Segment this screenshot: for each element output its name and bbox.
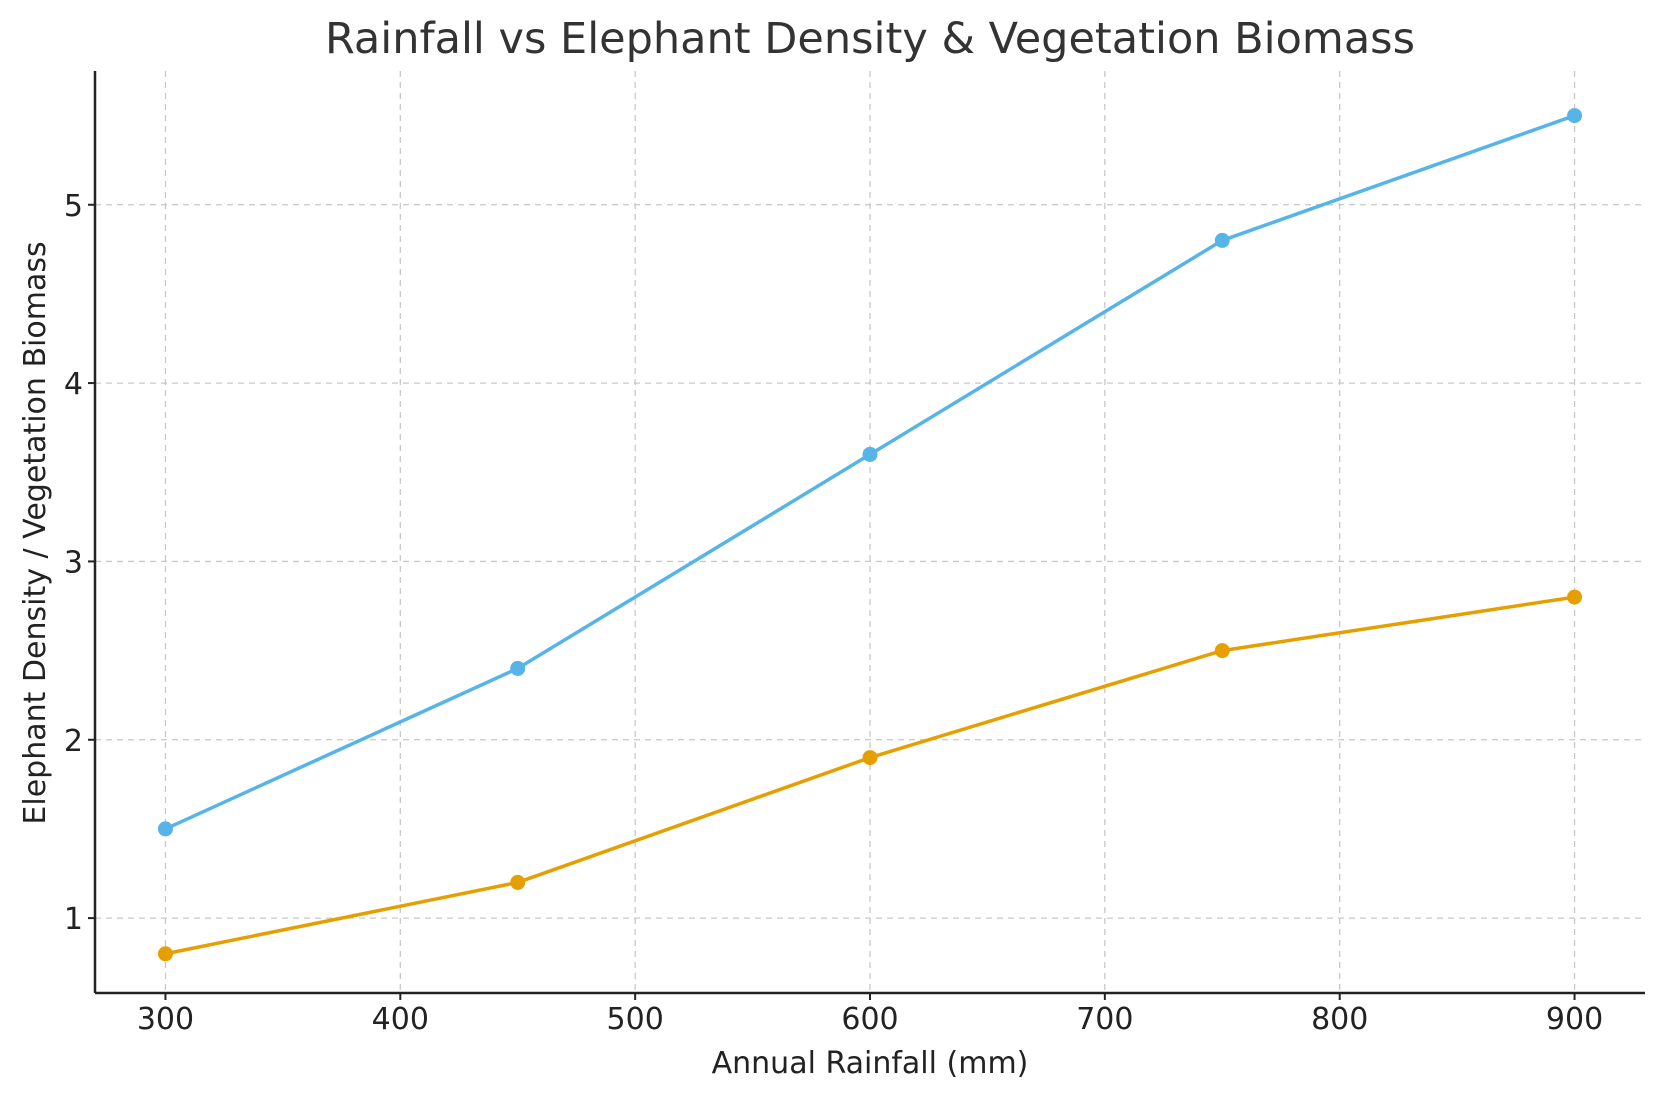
y-axis-label: Elephant Density / Vegetation Biomass (18, 241, 53, 824)
data-point (157, 821, 173, 837)
x-tick-label: 600 (841, 1002, 898, 1037)
chart-title: Rainfall vs Elephant Density & Vegetatio… (325, 14, 1415, 64)
y-tick-label: 3 (64, 545, 83, 580)
grid (95, 71, 1645, 993)
data-point (1567, 108, 1583, 124)
data-point (862, 446, 878, 462)
data-point (510, 874, 526, 890)
series (157, 108, 1583, 962)
tick-labels: 300 400 500 600 700 800 900 1 2 3 4 5 (64, 189, 1603, 1037)
data-point (1214, 232, 1230, 248)
axes (88, 71, 1645, 1000)
data-point (510, 660, 526, 676)
data-point (1214, 643, 1230, 659)
y-tick-label: 2 (64, 724, 83, 759)
series-1 (157, 108, 1583, 837)
x-tick-label: 700 (1076, 1002, 1133, 1037)
series-2 (157, 589, 1583, 962)
x-tick-label: 800 (1311, 1002, 1368, 1037)
y-tick-label: 4 (64, 367, 83, 402)
y-tick-label: 5 (64, 189, 83, 224)
data-point (1567, 589, 1583, 605)
data-point (157, 946, 173, 962)
x-tick-label: 400 (372, 1002, 429, 1037)
x-axis-label: Annual Rainfall (mm) (712, 1046, 1029, 1081)
data-point (862, 750, 878, 766)
x-tick-label: 900 (1546, 1002, 1603, 1037)
y-tick-label: 1 (64, 902, 83, 937)
x-tick-label: 300 (137, 1002, 194, 1037)
x-tick-label: 500 (607, 1002, 664, 1037)
